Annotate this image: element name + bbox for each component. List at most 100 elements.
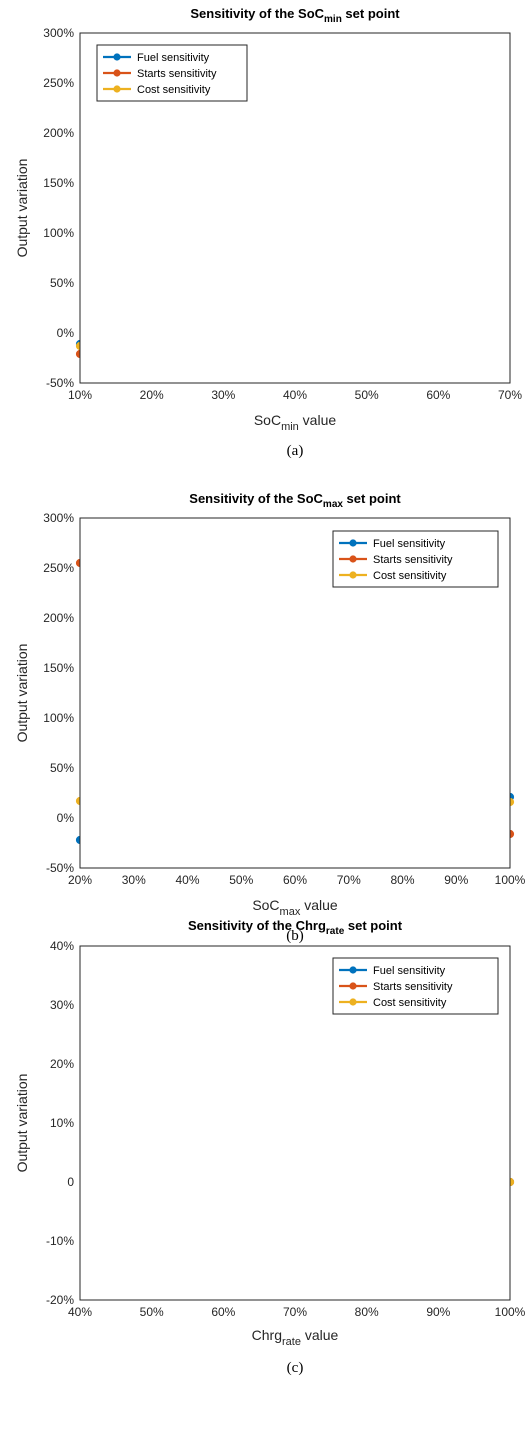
legend-entry: Fuel sensitivity — [373, 538, 446, 550]
legend-entry: Fuel sensitivity — [137, 52, 210, 64]
x-axis-label-main: SoC — [254, 412, 281, 428]
x-axis-label-main: Chrg — [252, 1327, 282, 1343]
y-tick-label: 200% — [43, 611, 74, 625]
chart-title-main: Sensitivity of the Chrg — [188, 918, 326, 933]
x-tick-label: 50% — [229, 873, 253, 887]
x-axis-label-subscript: min — [281, 421, 299, 433]
y-tick-label: 20% — [50, 1057, 74, 1071]
chart-title-post: set point — [342, 6, 400, 21]
x-tick-label: 40% — [68, 1305, 92, 1319]
legend: Fuel sensitivity Starts sensitivity Cost s… — [332, 530, 499, 588]
y-axis-label: Output variation — [14, 159, 30, 258]
x-axis-label: SoCmin value — [254, 412, 337, 433]
legend-entry: Cost sensitivity — [373, 997, 447, 1009]
x-tick-label: 80% — [390, 873, 414, 887]
y-tick-label: 250% — [43, 561, 74, 575]
x-tick-label: 80% — [355, 1305, 379, 1319]
y-tick-label: 150% — [43, 176, 74, 190]
figure-caption: (c) — [287, 1360, 304, 1376]
y-tick-label: 250% — [43, 76, 74, 90]
legend-marker-fuel — [113, 53, 121, 61]
y-tick-label: 300% — [43, 26, 74, 40]
legend-entry: Starts sensitivity — [373, 554, 453, 566]
chart-title: Sensitivity of the SoCmin set point — [190, 6, 400, 25]
y-tick-label: 40% — [50, 939, 74, 953]
chart-panel-a: 10% 20% 30% 40% 50% 60% 70% -50% 0% 50% 100% 150% 20… — [14, 26, 522, 459]
y-tick-label: 30% — [50, 998, 74, 1012]
legend-marker-starts — [349, 982, 357, 990]
x-tick-label: 30% — [211, 388, 235, 402]
chart-title: Sensitivity of the SoCmax set point — [189, 491, 401, 510]
chart-panel-b: 20% 30% 40% 50% 60% 70% 80% 90% 100% -50% 0% 50% 100… — [14, 511, 526, 944]
x-axis-label-subscript: max — [280, 906, 301, 918]
x-tick-label: 50% — [140, 1305, 164, 1319]
x-tick-label: 60% — [211, 1305, 235, 1319]
legend-entry: Starts sensitivity — [373, 981, 453, 993]
y-tick-label: 10% — [50, 1116, 74, 1130]
legend-marker-cost — [113, 85, 121, 93]
chart-title-post: set point — [344, 918, 402, 933]
x-tick-label: 100% — [495, 1305, 526, 1319]
y-tick-label: 100% — [43, 226, 74, 240]
legend-entry: Starts sensitivity — [137, 68, 217, 80]
y-tick-label: 50% — [50, 761, 74, 775]
x-tick-label: 100% — [495, 873, 526, 887]
x-tick-label: 70% — [337, 873, 361, 887]
x-tick-label: 10% — [68, 388, 92, 402]
x-tick-label: 30% — [122, 873, 146, 887]
chart-title-subscript: min — [324, 14, 342, 25]
y-tick-label: -10% — [46, 1234, 74, 1248]
y-tick-label: -20% — [46, 1293, 74, 1307]
chart-title-post: set point — [343, 491, 401, 506]
chart-panel-c: 40% 50% 60% 70% 80% 90% 100% -20% -10% 0 10% 20% 30%… — [14, 939, 526, 1376]
legend-entry: Fuel sensitivity — [373, 965, 446, 977]
legend-marker-starts — [349, 555, 357, 563]
chart-title-subscript: max — [323, 499, 343, 510]
chart-title: Sensitivity of the Chrgrate set point — [188, 918, 403, 937]
y-tick-label: 0 — [67, 1175, 74, 1189]
legend-entry: Cost sensitivity — [137, 84, 211, 96]
y-tick-label: 0% — [57, 326, 75, 340]
x-tick-label: 40% — [283, 388, 307, 402]
legend-entry: Cost sensitivity — [373, 570, 447, 582]
x-axis-label-main: SoC — [252, 897, 279, 913]
x-tick-label: 90% — [444, 873, 468, 887]
x-axis-label-post: value — [301, 1327, 339, 1343]
y-tick-label: 150% — [43, 661, 74, 675]
x-tick-label: 20% — [140, 388, 164, 402]
legend-marker-fuel — [349, 966, 357, 974]
y-tick-label: -50% — [46, 861, 74, 875]
x-axis-label-post: value — [299, 412, 337, 428]
x-axis-label-post: value — [300, 897, 338, 913]
chart-title-subscript: rate — [326, 926, 345, 937]
figure-caption: (a) — [287, 443, 304, 459]
y-tick-label: 0% — [57, 811, 75, 825]
legend: Fuel sensitivity Starts sensitivity Cost s… — [96, 44, 248, 102]
legend-marker-cost — [349, 571, 357, 579]
y-tick-label: 50% — [50, 276, 74, 290]
y-tick-label: 300% — [43, 511, 74, 525]
chart-title-main: Sensitivity of the SoC — [190, 6, 324, 21]
y-axis-label: Output variation — [14, 644, 30, 743]
legend-marker-starts — [113, 69, 121, 77]
x-tick-label: 70% — [498, 388, 522, 402]
legend: Fuel sensitivity Starts sensitivity Cost s… — [332, 957, 499, 1015]
x-tick-label: 60% — [426, 388, 450, 402]
x-tick-label: 60% — [283, 873, 307, 887]
x-tick-label: 70% — [283, 1305, 307, 1319]
legend-marker-cost — [349, 998, 357, 1006]
x-tick-label: 40% — [175, 873, 199, 887]
y-tick-label: -50% — [46, 376, 74, 390]
x-tick-label: 50% — [355, 388, 379, 402]
x-tick-label: 20% — [68, 873, 92, 887]
y-tick-label: 200% — [43, 126, 74, 140]
y-tick-label: 100% — [43, 711, 74, 725]
chart-title-main: Sensitivity of the SoC — [189, 491, 323, 506]
x-axis-label: Chrgrate value — [252, 1327, 339, 1348]
x-axis-label-subscript: rate — [282, 1336, 301, 1348]
x-tick-label: 90% — [426, 1305, 450, 1319]
y-axis-label: Output variation — [14, 1074, 30, 1173]
x-axis-label: SoCmax value — [252, 897, 338, 918]
legend-marker-fuel — [349, 539, 357, 547]
